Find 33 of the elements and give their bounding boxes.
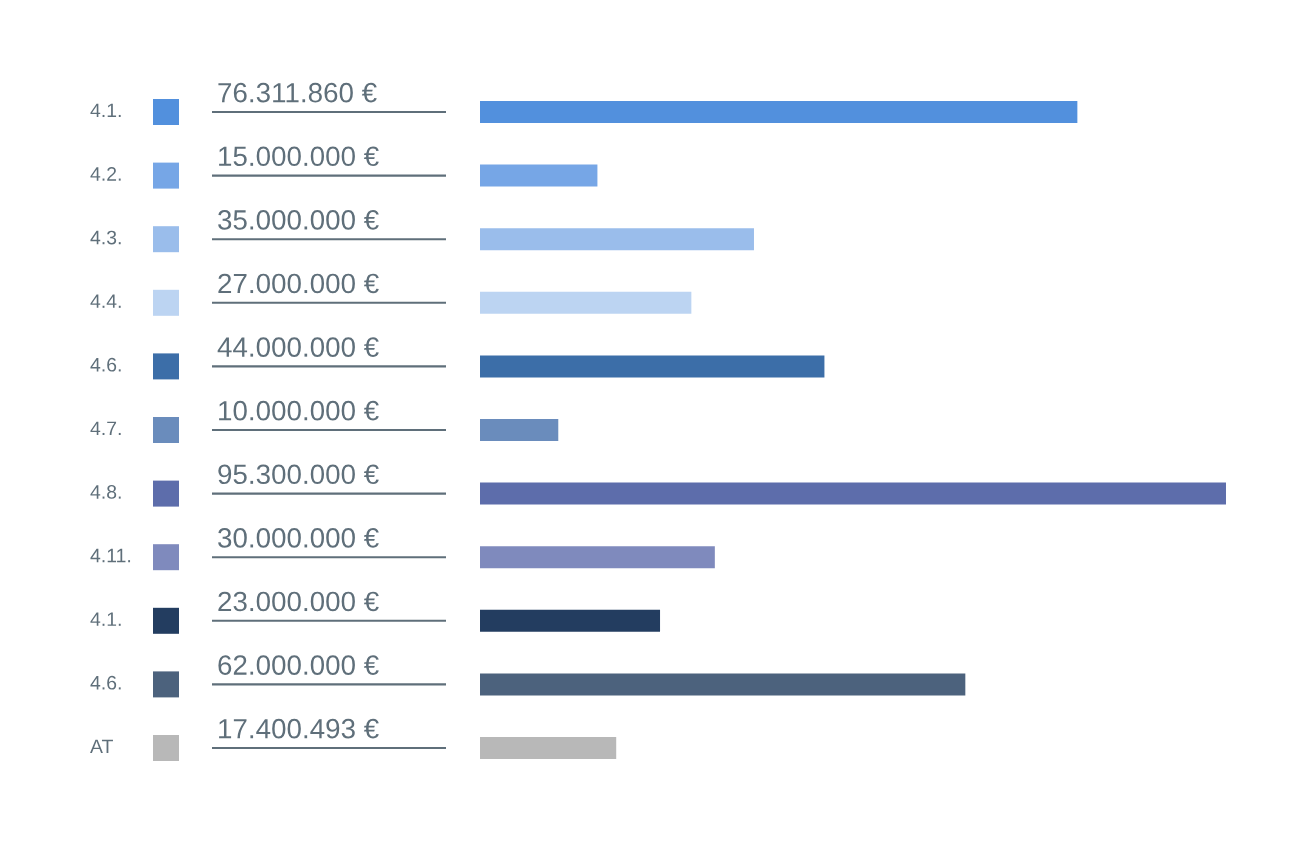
y-tick-label: 4.4. <box>90 294 121 308</box>
bar <box>480 673 966 696</box>
data-label: 17.400.493 € <box>219 718 379 739</box>
y-tick-label: AT <box>90 739 113 754</box>
bar <box>480 164 598 187</box>
bar <box>480 609 661 632</box>
data-label: 23.000.000 € <box>218 591 379 612</box>
y-tick-label: 4.7. <box>90 421 121 436</box>
y-tick-label: 4.11. <box>90 548 131 563</box>
bar <box>480 101 1078 123</box>
bar <box>480 546 715 569</box>
y-tick-label: 4.6. <box>90 675 121 690</box>
data-label: 10.000.000 € <box>219 400 379 421</box>
data-label: 62.000.000 € <box>218 655 379 675</box>
data-label: 27.000.000 € <box>218 273 379 294</box>
bar <box>480 482 1226 505</box>
bar <box>480 419 559 441</box>
y-tick-label: 4.1. <box>90 612 121 626</box>
y-tick-label: 4.6. <box>90 357 121 372</box>
data-label: 76.311.860 € <box>218 82 377 103</box>
y-tick-label: 4.8. <box>90 485 121 499</box>
data-label: 30.000.000 € <box>218 528 379 548</box>
bar <box>480 291 692 314</box>
data-label: 95.300.000 € <box>218 464 379 485</box>
data-label: 44.000.000 € <box>217 337 379 357</box>
bar <box>480 737 617 759</box>
y-tick-label: 4.3. <box>90 230 121 245</box>
bar <box>480 228 754 251</box>
y-tick-label: 4.1. <box>90 103 121 118</box>
bar <box>480 355 825 378</box>
y-tick-label: 4.2. <box>90 167 121 181</box>
data-label: 15.000.000 € <box>219 146 379 167</box>
data-label: 35.000.000 € <box>218 210 379 230</box>
